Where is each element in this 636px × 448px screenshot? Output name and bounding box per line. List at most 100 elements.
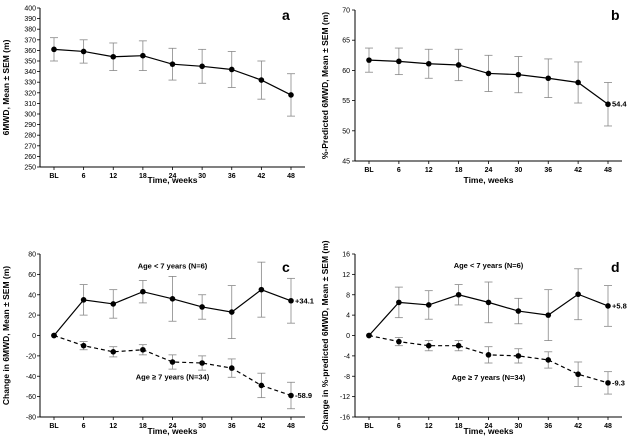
x-tick-label: BL	[49, 173, 59, 180]
data-point	[51, 46, 57, 53]
data-point	[425, 342, 432, 349]
data-point	[228, 66, 235, 73]
x-tick-label: 18	[455, 167, 463, 174]
y-tick-label: 40	[28, 292, 36, 299]
series-annotation: Age < 7 years (N=6)	[138, 261, 208, 270]
x-tick-label: 42	[257, 173, 265, 180]
data-point	[110, 301, 117, 307]
series-annotation: Age ≥ 7 years (N=34)	[452, 373, 526, 382]
data-point	[455, 342, 462, 349]
y-axis-title: Change in %-predicted 6MWD, Mean ± SEM (…	[320, 240, 330, 430]
data-point	[288, 92, 294, 98]
data-point	[110, 53, 117, 60]
data-point	[199, 360, 205, 366]
y-tick-label: 340	[24, 69, 36, 76]
x-tick-label: 6	[82, 423, 86, 430]
y-axis-title: 6MWD, Mean ± SEM (m)	[1, 39, 11, 135]
end-value-label: 54.4	[612, 100, 627, 109]
y-tick-label: 0	[32, 333, 36, 340]
y-tick-label: 260	[24, 154, 36, 161]
x-tick-label: 12	[425, 167, 433, 174]
x-tick-label: 30	[198, 173, 206, 180]
x-tick-label: BL	[364, 167, 374, 174]
data-point	[228, 365, 235, 371]
x-tick-label: 12	[109, 173, 117, 180]
data-point	[515, 353, 522, 359]
y-tick-label: 330	[24, 80, 36, 87]
series-line	[53, 334, 292, 397]
y-tick-label: -16	[340, 415, 350, 422]
data-point	[80, 297, 87, 303]
y-tick-label: -40	[26, 374, 36, 381]
x-tick-label: 30	[514, 167, 522, 174]
data-point	[366, 57, 372, 63]
y-tick-label: 55	[342, 98, 350, 105]
x-tick-label: 42	[257, 423, 265, 430]
y-tick-label: 320	[24, 90, 36, 97]
y-tick-label: 380	[24, 27, 36, 34]
data-point	[288, 392, 294, 399]
data-point	[258, 286, 265, 293]
y-tick-label: -8	[344, 374, 350, 381]
data-point	[396, 299, 402, 306]
x-tick-label: 36	[228, 173, 236, 180]
data-point	[258, 77, 265, 83]
x-tick-label: 42	[574, 423, 582, 430]
y-tick-label: 45	[342, 159, 350, 166]
y-axis-title: %-Predicted 6MWD, Mean ± SEM (m)	[320, 12, 330, 159]
data-point	[288, 297, 294, 304]
y-tick-label: 310	[24, 101, 36, 108]
y-tick-label: 65	[342, 38, 350, 45]
data-point	[51, 332, 57, 339]
x-tick-label: 6	[397, 167, 401, 174]
data-point	[575, 79, 581, 86]
x-tick-label: 12	[109, 423, 117, 430]
data-point	[258, 382, 265, 389]
x-tick-label: 48	[287, 423, 295, 430]
series-annotation: Age ≥ 7 years (N=34)	[136, 372, 210, 381]
y-tick-label: 280	[24, 133, 36, 140]
panel-b: 45 50 55 60 65 70 BL 6 12 18 24 30 36 42 48 Time, weeks…	[320, 7, 627, 185]
y-tick-label: 50	[342, 128, 350, 135]
x-tick-label: 48	[604, 167, 612, 174]
data-point	[169, 359, 176, 365]
data-point	[396, 338, 402, 345]
x-axis-title: Time, weeks	[464, 175, 514, 185]
data-point	[169, 296, 176, 302]
data-point	[575, 371, 581, 378]
data-point	[140, 288, 146, 295]
y-tick-label: 360	[24, 48, 36, 55]
y-tick-label: 290	[24, 122, 36, 129]
data-point	[485, 70, 492, 77]
x-tick-label: 30	[198, 423, 206, 430]
panel-letter: d	[611, 259, 620, 275]
x-tick-label: 36	[544, 167, 552, 174]
series-solid	[365, 47, 612, 127]
y-tick-label: 350	[24, 59, 36, 66]
panel-c: -80 -60 -40 -20 0 20 40 60 80 BL 6 12 18 24 30 36 42 48 Ti…	[1, 252, 314, 437]
data-point	[485, 352, 492, 358]
series-solid	[50, 37, 295, 117]
x-tick-label: 48	[604, 423, 612, 430]
data-point	[110, 349, 117, 355]
data-point	[485, 299, 492, 306]
data-point	[396, 58, 402, 65]
x-tick-label: 42	[574, 167, 582, 174]
x-tick-label: 36	[544, 423, 552, 430]
y-tick-label: -60	[26, 394, 36, 401]
data-point	[545, 75, 552, 82]
data-point	[515, 308, 522, 314]
y-tick-label: 20	[28, 313, 36, 320]
x-tick-label: 18	[139, 423, 147, 430]
series-annotation: Age < 7 years (N=6)	[454, 261, 524, 270]
y-tick-label: -4	[344, 353, 350, 360]
y-tick-label: -80	[26, 415, 36, 422]
x-tick-label: 24	[485, 423, 493, 430]
x-tick-label: 12	[425, 423, 433, 430]
data-point	[545, 357, 552, 363]
data-point	[515, 71, 522, 78]
panel-letter: a	[282, 7, 290, 23]
x-tick-label: 36	[228, 423, 236, 430]
y-tick-label: 400	[24, 6, 36, 13]
